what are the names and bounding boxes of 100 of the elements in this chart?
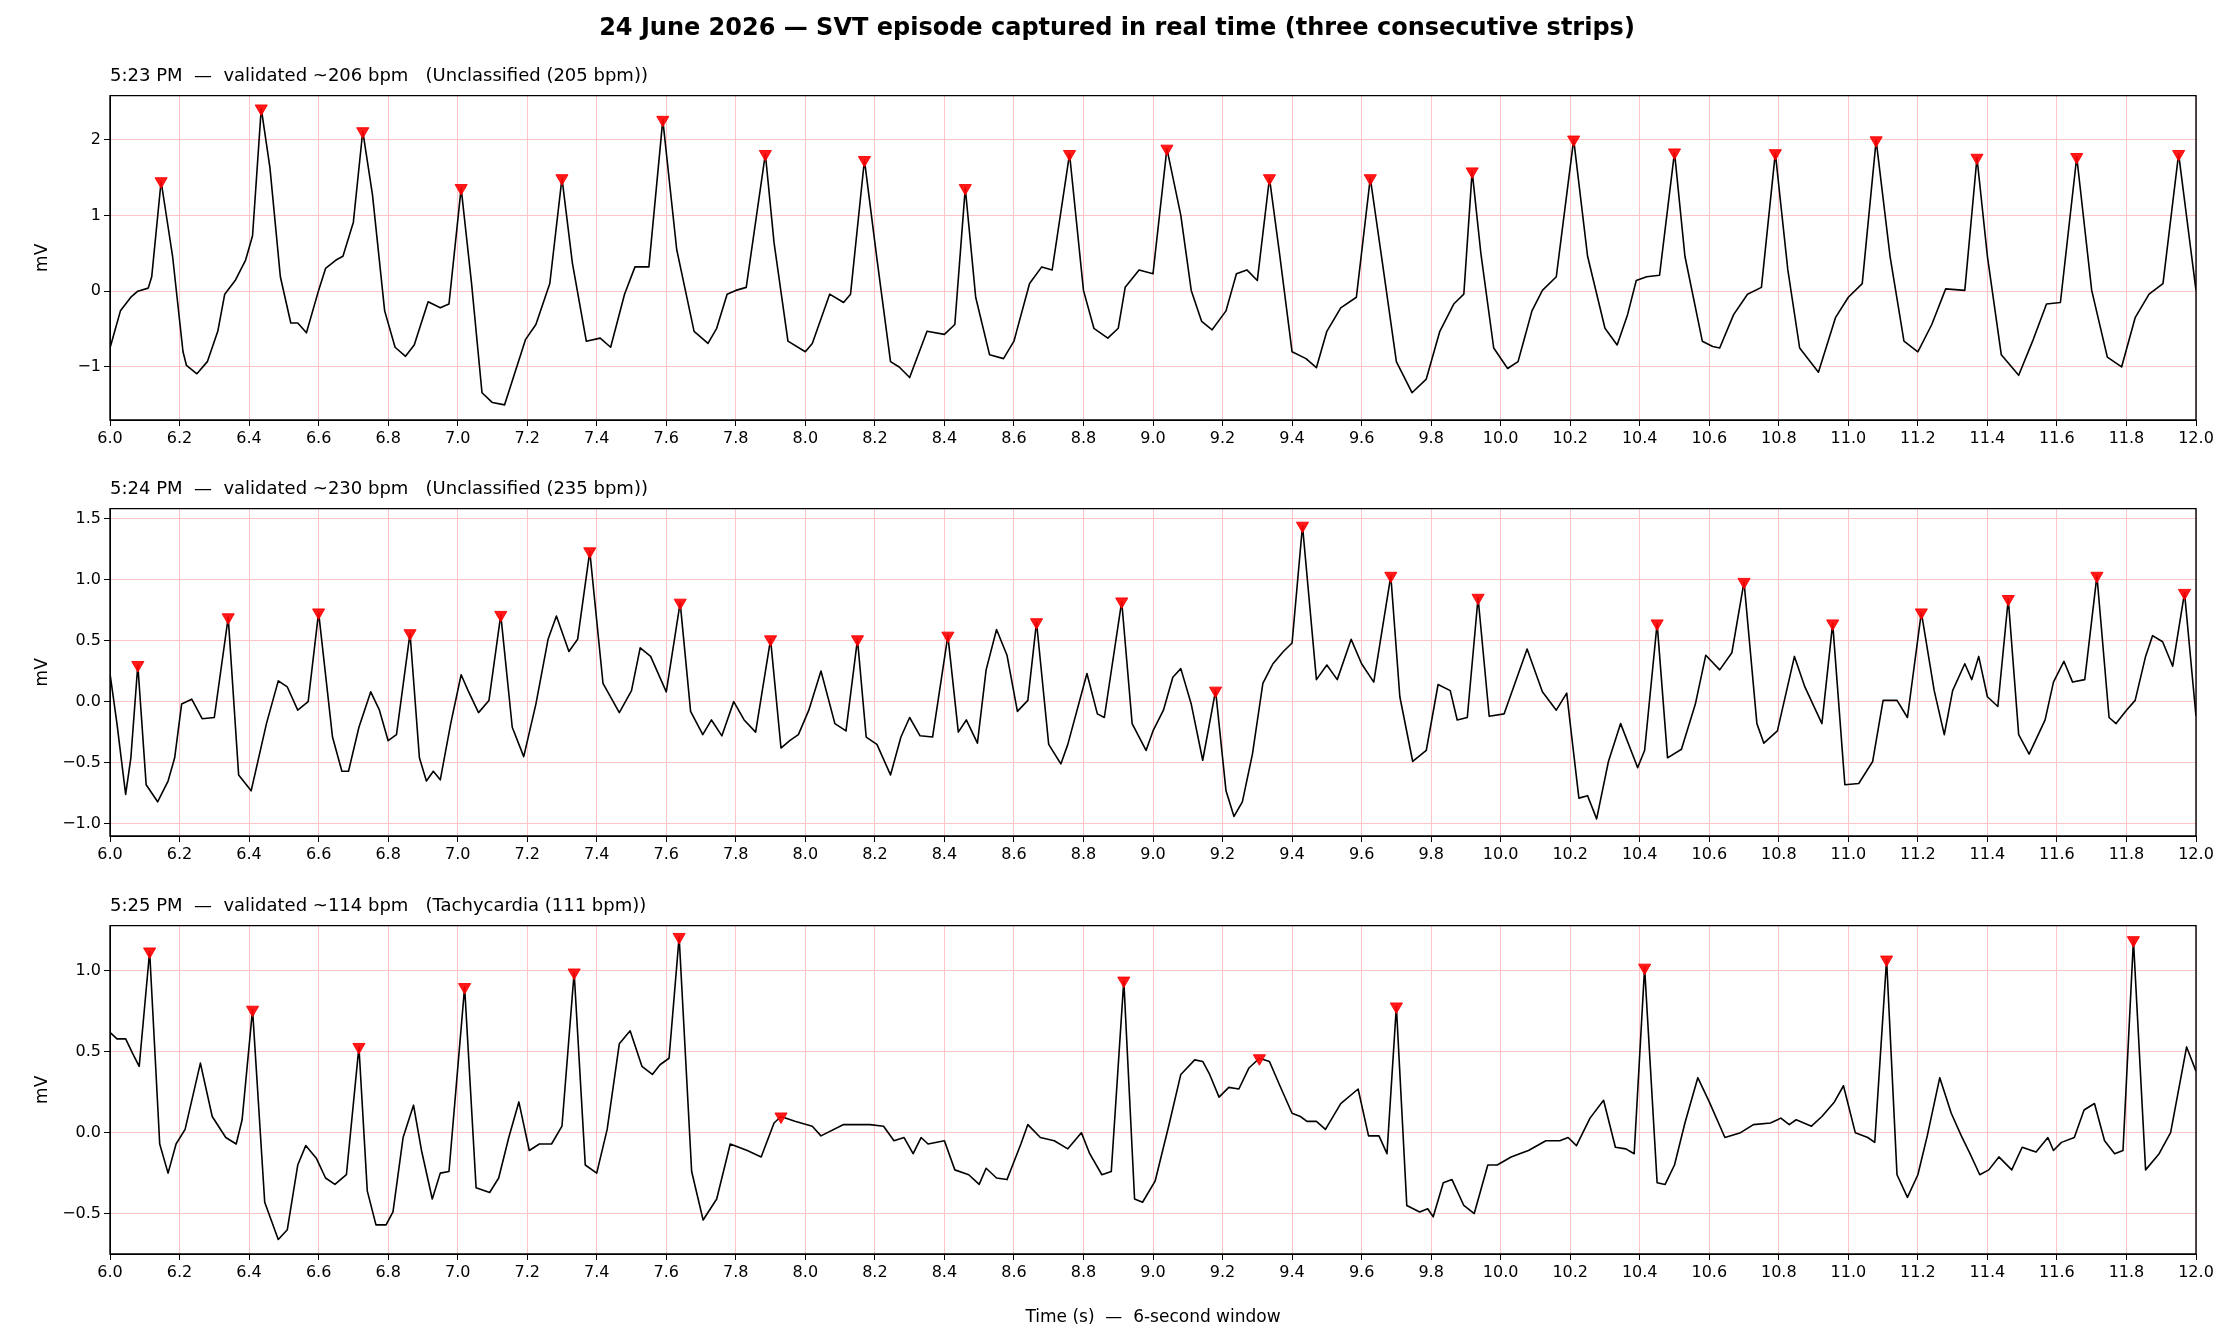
x-tick-label: 11.6 <box>2039 1261 2075 1281</box>
x-tick-label: 9.0 <box>1140 1261 1166 1281</box>
point <box>1667 148 1682 160</box>
x-tick-label: 9.6 <box>1348 1261 1375 1281</box>
x-tick-label: 12.0 <box>2178 427 2214 447</box>
point <box>672 932 686 945</box>
x-tick-label: 6.4 <box>236 1261 262 1281</box>
x-tick-label: 6.6 <box>305 843 332 863</box>
point <box>567 968 581 981</box>
point <box>245 1005 260 1018</box>
chart-subtitle: 5:23 PM — validated ~206 bpm (Unclassified (205 bpm)) <box>110 64 648 85</box>
y-tick-label: 0.0 <box>75 1121 101 1141</box>
point <box>2070 152 2084 165</box>
y-tick-label: −0.5 <box>62 1202 101 1222</box>
point <box>857 156 871 168</box>
point <box>2177 588 2192 601</box>
x-tick-label: 10.2 <box>1552 1261 1589 1281</box>
x-tick-label: 8.6 <box>1001 427 1027 447</box>
x-tick-label: 11.4 <box>1969 1261 2006 1281</box>
x-tick-label: 6.2 <box>166 843 193 863</box>
x-axis-title: Time (s) — 6-second window <box>1024 1306 1281 1327</box>
x-tick-label: 7.2 <box>514 427 540 447</box>
point <box>1465 167 1479 179</box>
x-tick-label: 10.6 <box>1691 427 1728 447</box>
point <box>1970 153 1984 166</box>
x-tick-label: 6.6 <box>305 1261 332 1281</box>
x-tick-label: 7.4 <box>584 843 610 863</box>
x-tick-label: 6.8 <box>375 843 401 863</box>
x-tick-label: 10.4 <box>1621 427 1658 447</box>
y-tick-label: 1.0 <box>75 568 101 588</box>
x-tick-label: 12.0 <box>2178 1261 2214 1281</box>
x-tick-label: 7.0 <box>444 843 471 863</box>
point <box>1638 963 1652 976</box>
x-tick-label: 9.8 <box>1418 843 1444 863</box>
x-tick-label: 11.8 <box>2108 1261 2145 1281</box>
x-tick-label: 8.8 <box>1070 1261 1097 1281</box>
x-tick-label: 10.2 <box>1552 843 1589 863</box>
point <box>458 983 472 995</box>
chart-subtitle: 5:25 PM — validated ~114 bpm (Tachycardia (111 bpm)) <box>110 894 647 915</box>
x-tick-label: 7.6 <box>653 427 679 447</box>
point <box>221 613 235 625</box>
x-tick-label: 7.2 <box>514 1261 540 1281</box>
point <box>1737 577 1751 590</box>
x-tick-label: 8.6 <box>1001 843 1027 863</box>
x-tick-label: 9.0 <box>1140 843 1166 863</box>
y-tick-label: −0.5 <box>62 751 101 771</box>
x-tick-label: 9.4 <box>1279 427 1305 447</box>
x-tick-label: 6.0 <box>97 1261 123 1281</box>
x-tick-label: 7.2 <box>514 843 540 863</box>
x-tick-label: 9.6 <box>1348 843 1375 863</box>
point <box>774 1112 788 1124</box>
point <box>352 1042 366 1055</box>
x-tick-label: 6.2 <box>166 427 193 447</box>
y-tick-label: 1 <box>90 204 101 224</box>
x-tick-label: 6.8 <box>375 1261 401 1281</box>
x-tick-label: 11.8 <box>2108 427 2145 447</box>
x-tick-label: 11.4 <box>1969 427 2006 447</box>
x-tick-label: 11.6 <box>2039 843 2075 863</box>
y-tick-label: 0 <box>90 280 101 300</box>
x-tick-label: 11.4 <box>1969 843 2006 863</box>
point <box>2090 571 2104 584</box>
point <box>1262 174 1277 186</box>
point <box>1252 1054 1266 1066</box>
x-tick-label: 7.8 <box>723 427 749 447</box>
point <box>764 635 778 647</box>
chart-title: 24 June 2026 — SVT episode captured in real time (three consecutive strips) <box>598 13 1636 41</box>
x-tick-label: 12.0 <box>2178 843 2214 863</box>
point <box>1389 1002 1403 1014</box>
x-tick-label: 10.2 <box>1552 427 1589 447</box>
x-tick-label: 11.8 <box>2108 843 2145 863</box>
x-tick-label: 7.0 <box>444 427 471 447</box>
point <box>403 629 417 641</box>
x-tick-label: 7.6 <box>653 1261 679 1281</box>
y-tick-label: 0.5 <box>75 1040 101 1060</box>
point <box>1471 593 1485 606</box>
x-tick-label: 8.8 <box>1070 427 1097 447</box>
x-tick-label: 9.8 <box>1418 1261 1444 1281</box>
point <box>1115 597 1129 609</box>
point <box>583 547 597 559</box>
point <box>758 149 772 162</box>
x-tick-label: 8.2 <box>862 843 888 863</box>
y-tick-label: 0.5 <box>75 629 101 649</box>
x-tick-label: 8.4 <box>931 843 958 863</box>
x-tick-label: 9.2 <box>1209 427 1236 447</box>
point <box>143 947 157 959</box>
x-tick-label: 6.0 <box>97 843 123 863</box>
point <box>312 608 326 620</box>
x-tick-label: 10.8 <box>1760 1261 1797 1281</box>
x-tick-label: 11.0 <box>1830 843 1867 863</box>
x-tick-label: 9.0 <box>1140 427 1166 447</box>
y-tick-label: 0.0 <box>75 690 101 710</box>
chart-subtitle: 5:24 PM — validated ~230 bpm (Unclassified (235 bpm)) <box>110 477 648 498</box>
x-tick-label: 10.8 <box>1760 843 1797 863</box>
y-axis-title: mV <box>30 1075 51 1104</box>
x-tick-label: 8.0 <box>792 1261 819 1281</box>
x-tick-label: 7.8 <box>723 843 749 863</box>
point <box>1029 618 1044 630</box>
point <box>1295 521 1310 534</box>
x-tick-label: 11.2 <box>1900 843 1936 863</box>
x-tick-label: 10.6 <box>1691 1261 1728 1281</box>
